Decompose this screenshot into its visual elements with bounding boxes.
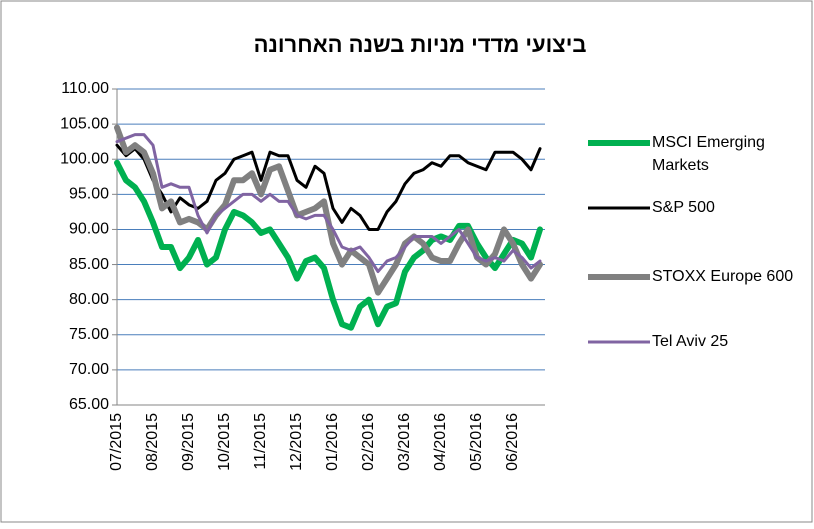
x-tick-label: 05/2016 [468,413,485,471]
y-tick-label: 90.00 [69,221,109,238]
x-tick-label: 01/2016 [324,413,341,471]
x-tick-label: 03/2016 [396,413,413,471]
legend-label: STOXX Europe 600 [652,268,794,285]
line-series [115,143,542,231]
x-tick-label: 06/2016 [504,413,521,471]
y-tick-label: 65.00 [69,396,109,413]
legend-label: S&P 500 [652,199,715,216]
y-tick-label: 95.00 [69,186,109,203]
x-tick-label: 02/2016 [360,413,377,471]
y-tick-label: 110.00 [61,80,109,97]
x-tick-label: 04/2016 [432,413,449,471]
y-tick-label: 80.00 [69,291,109,308]
x-tick-label: 11/2015 [252,413,269,470]
y-tick-label: 70.00 [69,361,109,378]
legend-label: MSCI Emerging Markets [652,134,765,174]
x-tick-label: 07/2015 [108,413,125,471]
line-series [115,133,542,274]
x-tick-label: 08/2015 [144,413,161,471]
y-tick-label: 75.00 [69,326,109,343]
y-tick-label: 100.00 [60,150,109,167]
y-tick-label: 85.00 [69,256,109,273]
y-tick-label: 105.00 [60,115,109,132]
x-tick-label: 10/2015 [216,413,233,471]
legend-label: Tel Aviv 25 [652,333,729,350]
x-tick-label: 09/2015 [180,413,197,471]
x-tick-label: 12/2015 [288,413,305,471]
chart-title: ביצועי מדדי מניות בשנה האחרונה [254,32,587,57]
